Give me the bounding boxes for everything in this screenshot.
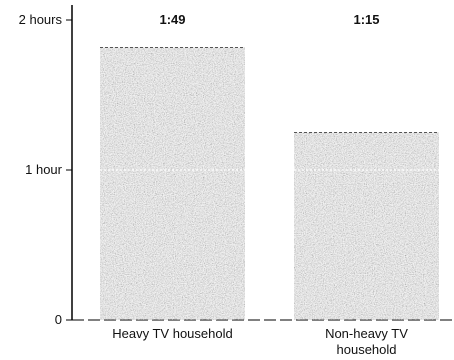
data-label: 1:49 (159, 12, 185, 27)
bar (100, 48, 245, 321)
category-label-line: household (337, 342, 397, 357)
y-tick-group: 0 1 hour 2 hours (19, 12, 72, 327)
category-label-line: Heavy TV household (112, 326, 232, 341)
bar (294, 133, 439, 321)
category-label: Heavy TV household (112, 326, 232, 341)
y-tick-label: 2 hours (19, 12, 63, 27)
category-label-line: Non-heavy TV (325, 326, 408, 341)
bar-group (100, 48, 439, 321)
category-label: Non-heavy TV household (325, 326, 408, 357)
category-label-group: Heavy TV household Non-heavy TV household (112, 326, 408, 357)
data-label-group: 1:49 1:15 (159, 12, 379, 27)
y-tick-label: 1 hour (25, 162, 63, 177)
data-label: 1:15 (353, 12, 379, 27)
bar-fill-tint (294, 133, 439, 321)
bar-fill-tint (100, 48, 245, 321)
y-tick-label: 0 (55, 312, 62, 327)
